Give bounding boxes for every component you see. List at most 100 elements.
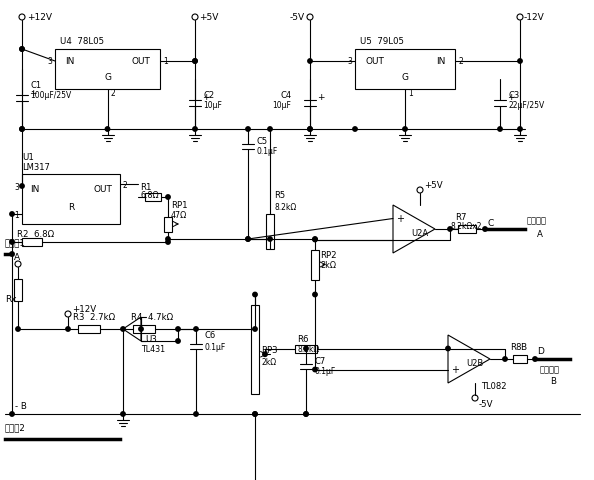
Text: U5  79L05: U5 79L05 — [360, 37, 404, 47]
Circle shape — [304, 347, 308, 351]
Circle shape — [193, 60, 197, 64]
Text: -: - — [396, 235, 400, 245]
Circle shape — [246, 237, 250, 242]
Circle shape — [10, 240, 14, 245]
Circle shape — [66, 327, 70, 332]
Circle shape — [498, 128, 502, 132]
Text: 3: 3 — [14, 182, 19, 191]
Circle shape — [192, 15, 198, 21]
Text: -5V: -5V — [479, 400, 494, 408]
Circle shape — [139, 327, 143, 332]
Text: OUT: OUT — [131, 58, 150, 66]
Text: +: + — [507, 93, 514, 102]
Text: 0.1μF: 0.1μF — [314, 366, 335, 375]
Circle shape — [304, 412, 308, 416]
Text: +12V: +12V — [27, 13, 52, 23]
Text: C2: C2 — [203, 90, 214, 99]
Circle shape — [16, 327, 20, 332]
Text: -: - — [451, 344, 454, 354]
Text: -12V: -12V — [524, 13, 545, 23]
Circle shape — [19, 15, 25, 21]
Circle shape — [176, 339, 180, 344]
Text: OUT: OUT — [93, 185, 112, 194]
Text: +: + — [396, 214, 404, 224]
Circle shape — [448, 228, 452, 232]
Circle shape — [353, 128, 357, 132]
Circle shape — [194, 412, 198, 416]
Text: R7: R7 — [455, 213, 466, 222]
Text: LM317: LM317 — [22, 162, 50, 171]
Circle shape — [308, 128, 312, 132]
Circle shape — [20, 128, 24, 132]
Circle shape — [268, 237, 272, 242]
Bar — [78, 325, 100, 333]
Circle shape — [246, 128, 250, 132]
Circle shape — [15, 262, 21, 267]
Circle shape — [166, 237, 170, 242]
Text: 2kΩ: 2kΩ — [320, 261, 336, 269]
Text: U3: U3 — [145, 335, 157, 344]
Text: A: A — [537, 230, 543, 239]
Text: R2  6.8Ω: R2 6.8Ω — [17, 230, 54, 239]
Text: B: B — [520, 343, 526, 352]
Circle shape — [20, 48, 24, 52]
Text: 测试笔1: 测试笔1 — [5, 238, 26, 247]
Text: TL431: TL431 — [141, 345, 165, 354]
Circle shape — [194, 327, 198, 332]
Text: 22μF/25V: 22μF/25V — [508, 101, 544, 110]
Bar — [55, 50, 160, 90]
Text: R4  4.7kΩ: R4 4.7kΩ — [131, 313, 173, 322]
Circle shape — [313, 368, 317, 372]
Circle shape — [121, 412, 125, 416]
Circle shape — [446, 347, 450, 351]
Text: 测试笔2: 测试笔2 — [5, 422, 26, 432]
Bar — [251, 305, 259, 394]
Circle shape — [313, 293, 317, 297]
Text: C4: C4 — [280, 90, 291, 99]
Circle shape — [308, 60, 312, 64]
Bar — [145, 193, 161, 202]
Circle shape — [313, 238, 317, 242]
Text: 8.2kΩ: 8.2kΩ — [274, 202, 296, 211]
Text: 万用表笔: 万用表笔 — [540, 365, 560, 374]
Circle shape — [20, 128, 24, 132]
Circle shape — [253, 412, 257, 416]
Text: IN: IN — [435, 58, 445, 66]
Circle shape — [268, 128, 272, 132]
Bar — [22, 175, 120, 225]
Text: 6.8Ω: 6.8Ω — [140, 191, 159, 200]
Circle shape — [176, 327, 180, 332]
Circle shape — [253, 412, 257, 416]
Text: +: + — [29, 88, 36, 97]
Text: 0.1μF: 0.1μF — [204, 342, 225, 351]
Text: C7: C7 — [314, 356, 326, 365]
Circle shape — [417, 188, 423, 193]
Bar — [22, 239, 42, 247]
Circle shape — [518, 60, 522, 64]
Circle shape — [253, 327, 257, 332]
Text: U2A: U2A — [411, 229, 428, 238]
Bar — [355, 50, 455, 90]
Text: U2B: U2B — [466, 359, 484, 368]
Text: 8.2kΩ: 8.2kΩ — [297, 344, 319, 353]
Text: +: + — [317, 93, 324, 102]
Text: RP3: RP3 — [261, 345, 277, 354]
Circle shape — [307, 15, 313, 21]
Text: C1: C1 — [30, 80, 41, 89]
Bar — [266, 215, 274, 250]
Circle shape — [166, 195, 170, 200]
Text: 10μF: 10μF — [203, 101, 222, 110]
Text: R6: R6 — [297, 334, 308, 343]
Circle shape — [483, 228, 487, 232]
Text: R: R — [68, 203, 74, 212]
Text: +: + — [451, 365, 459, 375]
Circle shape — [10, 252, 14, 257]
Text: C: C — [487, 219, 493, 228]
Circle shape — [472, 395, 478, 401]
Text: R1: R1 — [140, 183, 151, 192]
Text: 3: 3 — [47, 58, 52, 66]
Circle shape — [193, 128, 197, 132]
Text: +5V: +5V — [424, 180, 443, 189]
Circle shape — [10, 212, 14, 217]
Text: R8: R8 — [510, 343, 522, 352]
